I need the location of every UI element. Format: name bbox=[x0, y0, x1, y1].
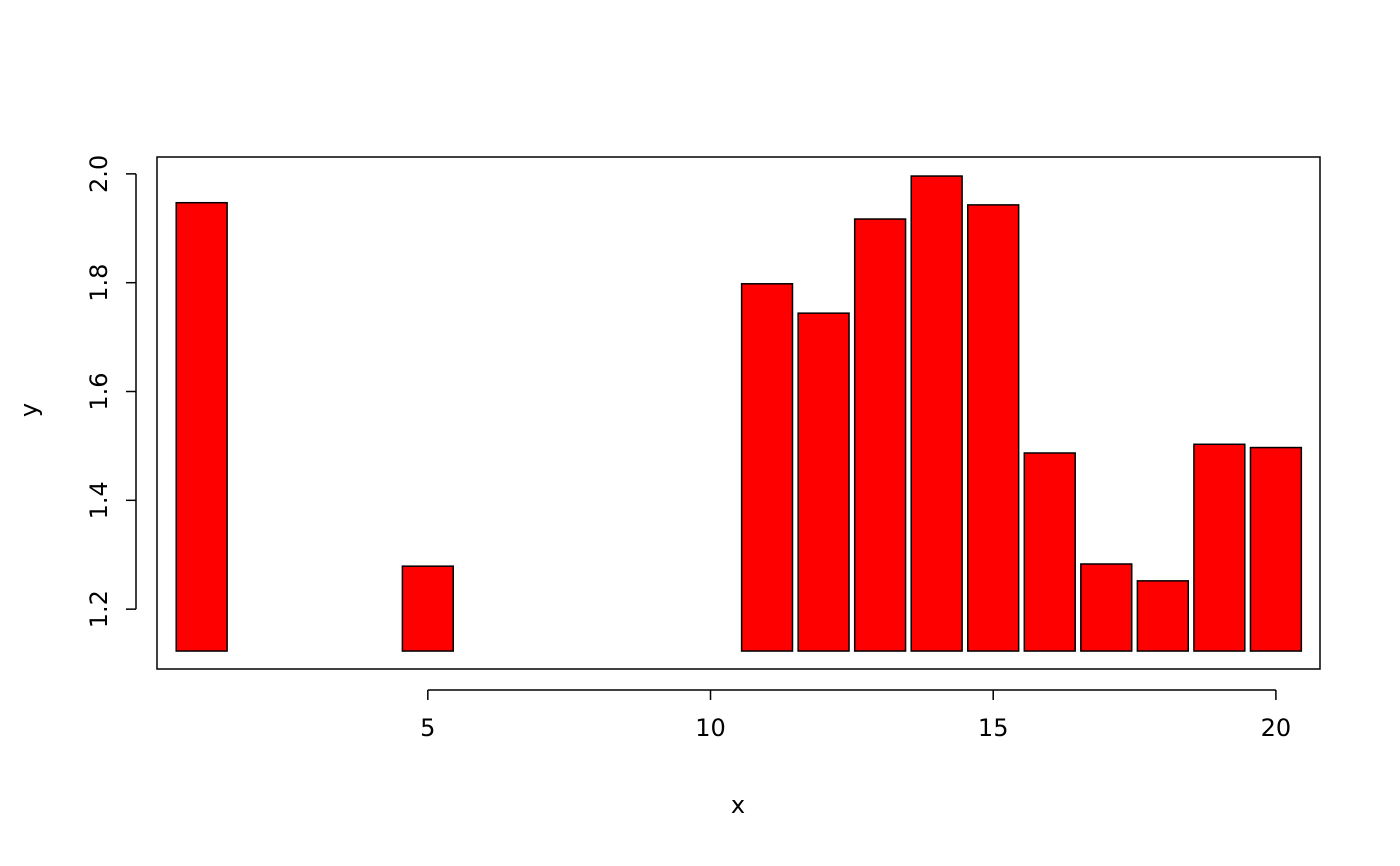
y-tick-label: 1.8 bbox=[85, 264, 113, 302]
bar bbox=[967, 204, 1020, 652]
y-tick-label: 1.2 bbox=[85, 590, 113, 628]
bar bbox=[1249, 446, 1303, 652]
bar bbox=[401, 565, 455, 652]
bar bbox=[1193, 443, 1246, 652]
bar bbox=[1023, 452, 1076, 652]
x-axis-label: x bbox=[731, 791, 745, 819]
y-axis-label: y bbox=[15, 403, 43, 417]
bar bbox=[853, 218, 907, 652]
plot-box bbox=[156, 156, 1321, 670]
bar bbox=[1080, 563, 1133, 652]
y-tick-label: 1.6 bbox=[85, 372, 113, 410]
bar bbox=[175, 201, 228, 652]
x-tick-label: 5 bbox=[420, 714, 435, 742]
x-tick-label: 20 bbox=[1261, 714, 1292, 742]
bar bbox=[797, 312, 850, 652]
x-tick-label: 10 bbox=[695, 714, 726, 742]
y-tick-label: 2.0 bbox=[85, 155, 113, 193]
x-tick-label: 15 bbox=[978, 714, 1009, 742]
y-tick-label: 1.4 bbox=[85, 481, 113, 519]
bar bbox=[910, 175, 963, 652]
bar bbox=[1136, 580, 1190, 652]
bar bbox=[740, 283, 794, 652]
